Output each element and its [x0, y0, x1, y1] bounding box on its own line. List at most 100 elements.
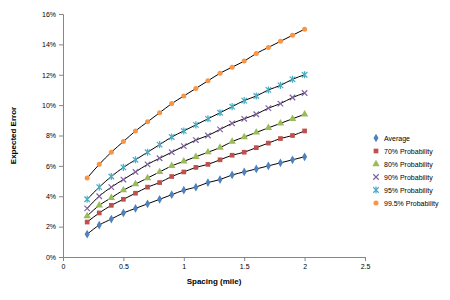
legend-marker: [373, 134, 378, 143]
series-marker: [157, 156, 162, 161]
series-marker: [97, 221, 102, 230]
series-marker: [109, 184, 114, 189]
y-tick: 14%: [42, 41, 63, 48]
series-marker: [181, 127, 186, 134]
series-line: [87, 93, 304, 208]
series-marker: [266, 45, 271, 50]
series-marker: [97, 211, 102, 216]
y-tick-mark: [59, 14, 63, 15]
y-tick: 2%: [46, 223, 63, 230]
y-tick-mark: [59, 196, 63, 197]
y-tick: 8%: [46, 132, 63, 139]
series-marker: [109, 150, 114, 155]
y-tick: 10%: [42, 102, 63, 109]
series-marker: [169, 133, 174, 140]
series-marker: [121, 177, 126, 182]
series-marker: [194, 165, 199, 170]
series-marker: [266, 86, 271, 93]
series-marker: [96, 201, 103, 207]
series-marker: [254, 51, 259, 56]
series-marker: [133, 169, 138, 174]
series-marker: [204, 148, 211, 154]
series-marker: [205, 115, 210, 122]
series-marker: [157, 195, 162, 204]
legend-label: 99.5% Probability: [384, 200, 439, 208]
y-tick: 4%: [46, 193, 63, 200]
x-tick: 0.5: [119, 257, 129, 270]
series-marker: [254, 111, 259, 116]
series-marker: [254, 165, 259, 174]
legend-label: 95% Probability: [384, 187, 433, 195]
series-marker: [205, 133, 210, 138]
y-tick-label: 10%: [42, 102, 56, 109]
series-line: [87, 157, 304, 234]
legend-marker: [374, 149, 379, 154]
series-marker: [181, 143, 186, 148]
series-marker: [240, 133, 247, 139]
series-marker: [290, 133, 295, 138]
series-marker: [97, 162, 102, 167]
series-marker: [133, 156, 138, 163]
x-tick-label: 1.5: [240, 263, 250, 270]
series-marker: [218, 175, 223, 184]
y-tick-mark: [59, 75, 63, 76]
x-tick-mark: [244, 257, 245, 261]
series-marker: [228, 137, 235, 143]
series-marker: [168, 162, 175, 168]
series-marker: [193, 137, 198, 142]
series-marker: [230, 65, 235, 70]
series-marker: [156, 168, 163, 174]
series-marker: [169, 149, 174, 154]
y-tick-mark: [59, 44, 63, 45]
y-tick: 0%: [46, 254, 63, 261]
x-tick-mark: [123, 257, 124, 261]
y-tick-label: 0%: [46, 254, 56, 261]
x-axis-title: Spacing (mile): [187, 277, 242, 286]
legend-marker: [372, 160, 379, 166]
series-marker: [302, 27, 307, 32]
series-marker: [229, 103, 234, 110]
x-tick-label: 0.5: [119, 263, 129, 270]
legend-marker: [373, 174, 378, 179]
series-marker: [145, 199, 150, 208]
series-marker: [241, 97, 246, 104]
series-marker: [205, 178, 210, 187]
y-tick-label: 6%: [46, 163, 56, 170]
series-marker: [84, 196, 89, 203]
series-marker: [181, 93, 186, 98]
series-marker: [83, 212, 90, 218]
series-marker: [145, 149, 150, 156]
series-marker: [85, 176, 90, 181]
y-tick-mark: [59, 227, 63, 228]
series-marker: [181, 186, 186, 195]
x-tick-label: 2.5: [361, 263, 371, 270]
series-marker: [290, 155, 295, 164]
series-marker: [108, 193, 115, 199]
y-tick: 12%: [42, 71, 63, 78]
y-tick-label: 4%: [46, 193, 56, 200]
series-marker: [85, 230, 90, 239]
series-marker: [205, 78, 210, 83]
series-marker: [157, 110, 162, 115]
series-marker: [290, 95, 295, 100]
series-marker: [109, 203, 114, 208]
series-marker: [302, 90, 307, 95]
series-marker: [97, 184, 102, 191]
series-marker: [253, 128, 260, 134]
series-marker: [157, 180, 162, 185]
series-marker: [121, 139, 126, 144]
series-marker: [290, 76, 295, 83]
y-tick-label: 12%: [42, 71, 56, 78]
y-tick-label: 2%: [46, 223, 56, 230]
x-axis: 00.511.522.5: [62, 257, 371, 270]
series-marker: [120, 186, 127, 192]
series-marker: [278, 101, 283, 106]
y-tick-mark: [59, 257, 63, 258]
series-marker: [217, 127, 222, 132]
series-line: [87, 114, 304, 216]
series-marker: [109, 215, 114, 224]
legend-marker: [373, 186, 378, 193]
series-marker: [144, 174, 151, 180]
series-marker: [193, 86, 198, 91]
x-tick: 2.5: [361, 257, 371, 270]
